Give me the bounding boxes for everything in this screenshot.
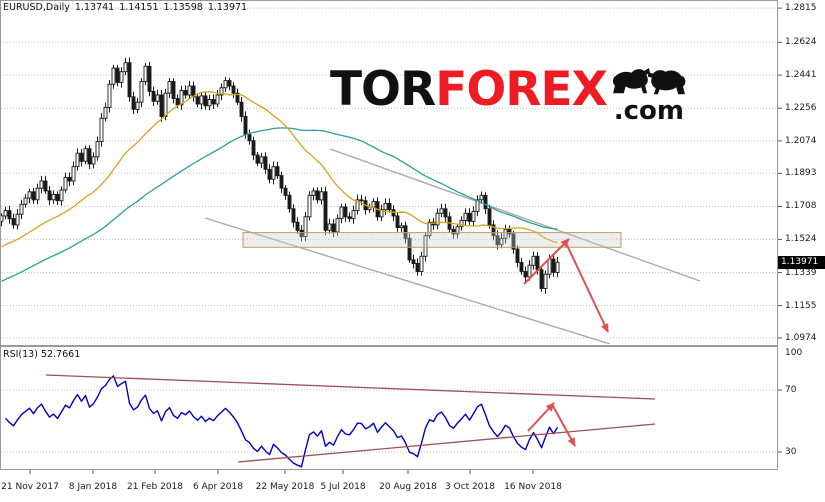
ma-fast-line [1, 90, 558, 248]
price-tick-label: 1.1524 [785, 234, 817, 244]
time-tick-label: 21 Feb 2018 [126, 482, 184, 492]
low-value: 1.13598 [163, 2, 203, 13]
rsi-line [4, 375, 559, 468]
price-grid [1, 7, 777, 339]
ma-slow-line [1, 127, 558, 282]
price-tick-label: 1.2441 [785, 70, 817, 80]
rsi-tick-label: 100 [785, 348, 803, 358]
bull-bear-icon [612, 67, 686, 95]
price-tick-label: 1.1339 [785, 268, 817, 278]
logo-text-com: .com [613, 96, 684, 126]
logo-text-forex: FOREX [435, 62, 608, 117]
current-price-tag: 1.13971 [778, 256, 825, 269]
forecast-arrows[interactable] [523, 238, 609, 333]
price-tick-label: 1.2256 [785, 103, 817, 113]
rsi-axis[interactable]: 100 70 30 [778, 346, 825, 470]
time-tick-label: 8 Jan 2018 [68, 482, 118, 492]
price-axis[interactable]: 1.2815 1.2624 1.2441 1.2256 1.2074 1.1893 1.17… [778, 0, 825, 346]
time-axis[interactable]: 21 Nov 2017 8 Jan 2018 21 Feb 2018 6 Apr 20… [0, 470, 778, 502]
resistance-zone[interactable] [242, 232, 622, 248]
symbol-timeframe: EURUSD,Daily [3, 2, 70, 13]
ohlc-readout: EURUSD,Daily 1.13741 1.14151 1.13598 1.13971 [3, 2, 252, 13]
time-tick-label: 20 Aug 2018 [379, 482, 437, 492]
close-value: 1.13971 [207, 2, 248, 13]
logo-right-block: .com [610, 66, 688, 124]
open-value: 1.13741 [74, 2, 115, 13]
price-axis-ticks [778, 7, 782, 339]
rsi-tick-label: 70 [785, 385, 797, 395]
time-tick-label: 21 Nov 2017 [1, 482, 59, 492]
price-tick-label: 1.2624 [785, 37, 817, 47]
rsi-wedge-lines[interactable] [45, 374, 656, 463]
time-tick-label: 5 Jul 2018 [320, 482, 366, 492]
rsi-indicator-label: RSI(13) 52.7661 [3, 349, 81, 360]
time-tick-label: 22 May 2018 [255, 482, 315, 492]
price-tick-label: 1.1155 [785, 301, 817, 311]
price-tick-label: 1.2815 [785, 3, 817, 13]
candles-layer [1, 57, 560, 294]
time-tick-label: 16 Nov 2018 [504, 482, 562, 492]
rsi-grid [1, 389, 777, 453]
trend-channel-lines[interactable] [204, 148, 701, 344]
watermark-logo: TOR FOREX .com [330, 66, 688, 124]
main-panel-border [0, 0, 778, 346]
price-tick-label: 1.0974 [785, 333, 817, 343]
rsi-panel-border [0, 346, 778, 470]
logo-text-tor: TOR [330, 62, 436, 117]
rsi-axis-ticks [778, 389, 782, 453]
time-axis-ticks [29, 470, 534, 474]
rsi-forecast-arrows[interactable] [527, 402, 576, 447]
rsi-tick-label: 30 [785, 447, 797, 457]
time-tick-label: 3 Oct 2018 [445, 482, 495, 492]
high-value: 1.14151 [119, 2, 159, 13]
price-tick-label: 1.1893 [785, 168, 817, 178]
price-tick-label: 1.1708 [785, 201, 817, 211]
price-tick-label: 1.2074 [785, 136, 817, 146]
time-tick-label: 6 Apr 2018 [193, 482, 243, 492]
